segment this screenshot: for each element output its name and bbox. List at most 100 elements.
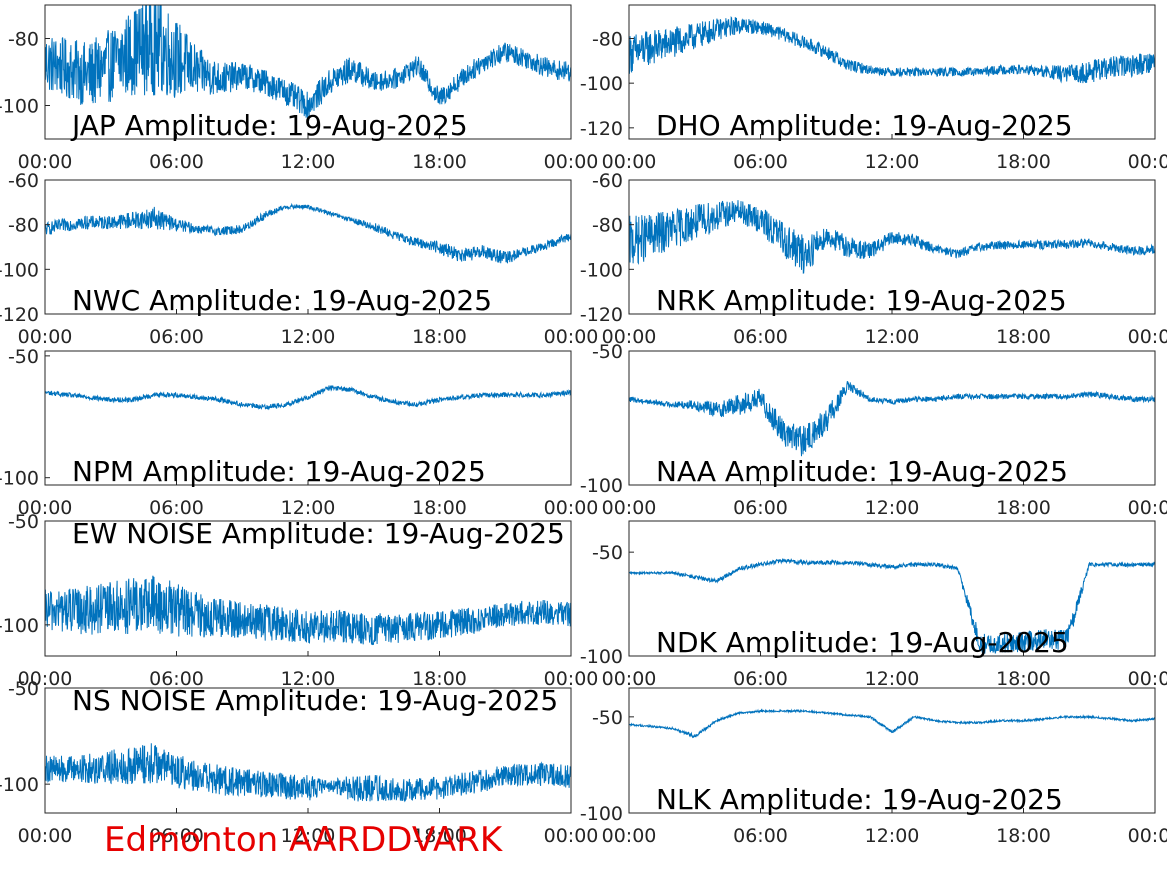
panel-9: -50 -100 00:00 06:00 12:00 18:00 00:00 NS NOISE… [0,678,598,847]
series-trace [629,708,1155,739]
x-tick-label: 00:00 [602,326,657,348]
y-tick-label: -60 [8,170,39,192]
y-tick-label: -50 [8,346,39,368]
x-tick-label: 12:00 [865,825,920,847]
x-tick-label: 00:00 [1128,825,1167,847]
panel-title: EW NOISE Amplitude: 19-Aug-2025 [72,517,565,550]
y-tick-label: -100 [580,475,623,497]
panel-1: -80 -100 00:00 06:00 12:00 18:00 00:00 JAP Ampl… [0,4,599,173]
y-tick-label: -50 [8,511,39,533]
x-tick-label: 00:00 [18,668,73,690]
y-tick-label: -100 [580,259,623,281]
series-trace [629,16,1155,84]
series-trace [45,202,571,264]
y-tick-label: -80 [8,215,39,237]
x-tick-label: 18:00 [996,497,1051,519]
y-tick-label: -60 [592,170,623,192]
x-tick-label: 18:00 [412,151,467,173]
x-tick-label: 00:00 [544,326,599,348]
x-tick-label: 12:00 [865,497,920,519]
x-tick-label: 12:00 [281,151,336,173]
series-trace [629,200,1155,274]
series-trace [45,385,571,411]
x-tick-label: 00:00 [602,151,657,173]
y-tick-label: -80 [8,29,39,51]
x-tick-label: 12:00 [865,326,920,348]
x-tick-label: 00:00 [1128,497,1167,519]
x-tick-label: 00:00 [18,326,73,348]
y-tick-label: -120 [580,118,623,140]
x-tick-label: 18:00 [412,326,467,348]
x-tick-label: 06:00 [733,497,788,519]
y-tick-label: -50 [592,341,623,363]
panel-7: -50 -100 00:00 06:00 12:00 18:00 00:00 EW NOISE… [0,511,598,690]
x-tick-label: 12:00 [865,151,920,173]
x-tick-label: 06:00 [149,326,204,348]
y-tick-label: -50 [592,542,623,564]
footer-label: Edmonton AARDDVARK [104,820,503,860]
x-tick-label: 12:00 [281,825,336,847]
y-tick-label: -50 [592,707,623,729]
x-tick-label: 00:00 [18,497,73,519]
series-trace [45,5,571,119]
x-tick-label: 00:00 [544,151,599,173]
panel-title: NAA Amplitude: 19-Aug-2025 [656,455,1068,488]
x-tick-label: 00:00 [1128,668,1167,690]
y-tick-label: -100 [0,259,39,281]
y-tick-label: -120 [0,304,39,326]
x-tick-label: 00:00 [602,497,657,519]
x-tick-label: 18:00 [996,326,1051,348]
x-tick-label: 06:00 [733,668,788,690]
x-tick-label: 00:00 [544,668,599,690]
y-tick-label: -50 [8,678,39,700]
x-tick-label: 12:00 [281,668,336,690]
x-tick-label: 00:00 [18,825,73,847]
series-trace [629,557,1155,654]
x-tick-label: 18:00 [412,825,467,847]
x-tick-label: 06:00 [733,151,788,173]
x-tick-label: 06:00 [149,151,204,173]
x-tick-label: 12:00 [281,326,336,348]
y-tick-label: -100 [0,96,39,118]
x-tick-label: 12:00 [865,668,920,690]
x-tick-label: 00:00 [1128,326,1167,348]
x-tick-label: 18:00 [996,151,1051,173]
panel-2: -80 -100 -120 00:00 06:00 12:00 18:00 00:00 DHO … [580,4,1167,173]
series-trace [45,743,571,803]
panel-4: -60-80-100-12000:0006:0012:0018:0000:00N… [580,170,1167,348]
y-tick-label: -100 [580,646,623,668]
x-tick-label: 06:00 [149,497,204,519]
x-tick-label: 06:00 [733,326,788,348]
y-tick-label: -100 [0,468,39,490]
panel-title: NLK Amplitude: 19-Aug-2025 [656,783,1063,816]
y-tick-label: -80 [592,29,623,51]
x-tick-label: 06:00 [149,668,204,690]
series-trace [45,575,571,646]
x-tick-label: 00:00 [544,825,599,847]
x-tick-label: 18:00 [996,825,1051,847]
y-tick-label: -120 [580,304,623,326]
y-tick-label: -100 [580,803,623,825]
x-tick-label: 18:00 [412,668,467,690]
series-trace [629,380,1155,457]
x-tick-label: 06:00 [733,825,788,847]
panel-title: DHO Amplitude: 19-Aug-2025 [656,109,1073,142]
panel-title: NDK Amplitude: 19-Aug-2025 [656,626,1069,659]
x-tick-label: 00:00 [1128,151,1167,173]
y-tick-label: -80 [592,215,623,237]
x-tick-label: 06:00 [149,825,204,847]
panel-5: -50 -100 00:00 06:00 12:00 18:00 00:00 NPM Ampl… [0,346,598,519]
y-tick-label: -100 [580,73,623,95]
x-tick-label: 00:00 [602,668,657,690]
panel-title: NPM Amplitude: 19-Aug-2025 [72,455,486,488]
y-tick-label: -100 [0,774,39,796]
panel-title: NS NOISE Amplitude: 19-Aug-2025 [72,684,558,717]
x-tick-label: 00:00 [18,151,73,173]
x-tick-label: 12:00 [281,497,336,519]
x-tick-label: 00:00 [602,825,657,847]
panel-title: NWC Amplitude: 19-Aug-2025 [72,284,492,317]
